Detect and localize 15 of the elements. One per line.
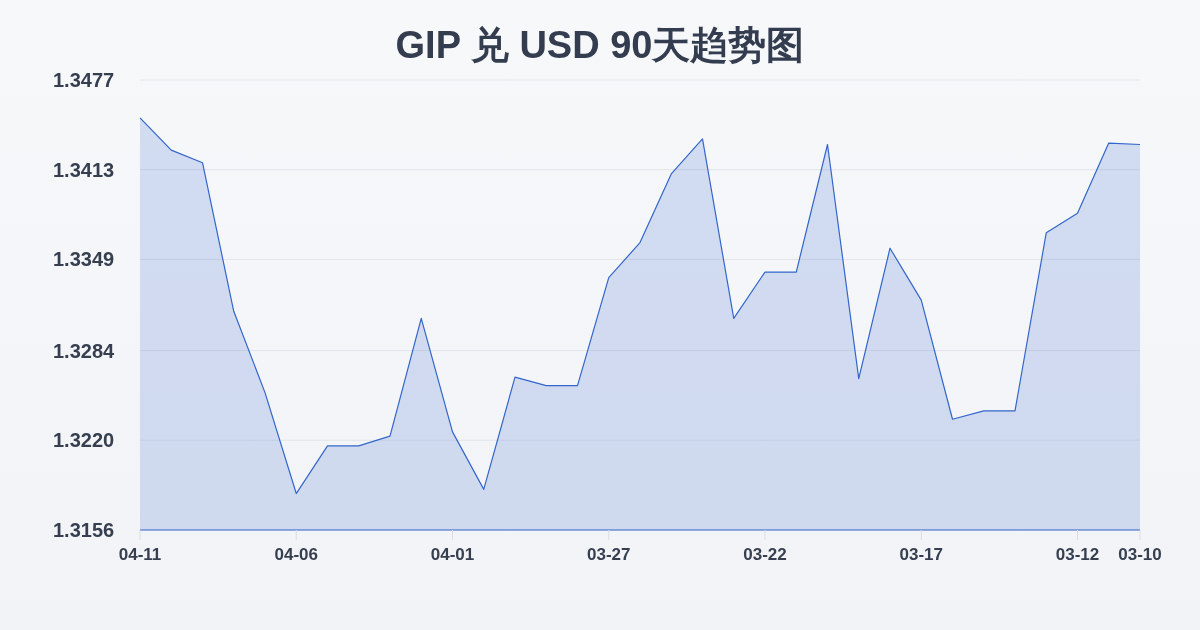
x-tick-label: 03-10 xyxy=(1118,545,1162,564)
x-tick-label: 03-12 xyxy=(1055,545,1100,564)
chart-title: GIP 兑 USD 90天趋势图 xyxy=(394,23,806,68)
y-tick-label: 1.3477 xyxy=(53,69,115,91)
y-tick-label: 1.3284 xyxy=(53,339,116,362)
x-tick-label: 03-17 xyxy=(899,545,943,564)
x-tick-label: 03-22 xyxy=(743,545,787,564)
x-tick-label: 04-06 xyxy=(274,545,318,564)
x-tick-label: 04-01 xyxy=(430,545,475,564)
y-tick-label: 1.3413 xyxy=(53,158,115,181)
y-tick-label: 1.3220 xyxy=(53,429,115,452)
y-tick-label: 1.3349 xyxy=(53,248,115,271)
x-tick-label: 03-27 xyxy=(587,545,631,564)
y-tick-label: 1.3156 xyxy=(53,519,115,541)
x-tick-label: 04-11 xyxy=(118,545,162,564)
